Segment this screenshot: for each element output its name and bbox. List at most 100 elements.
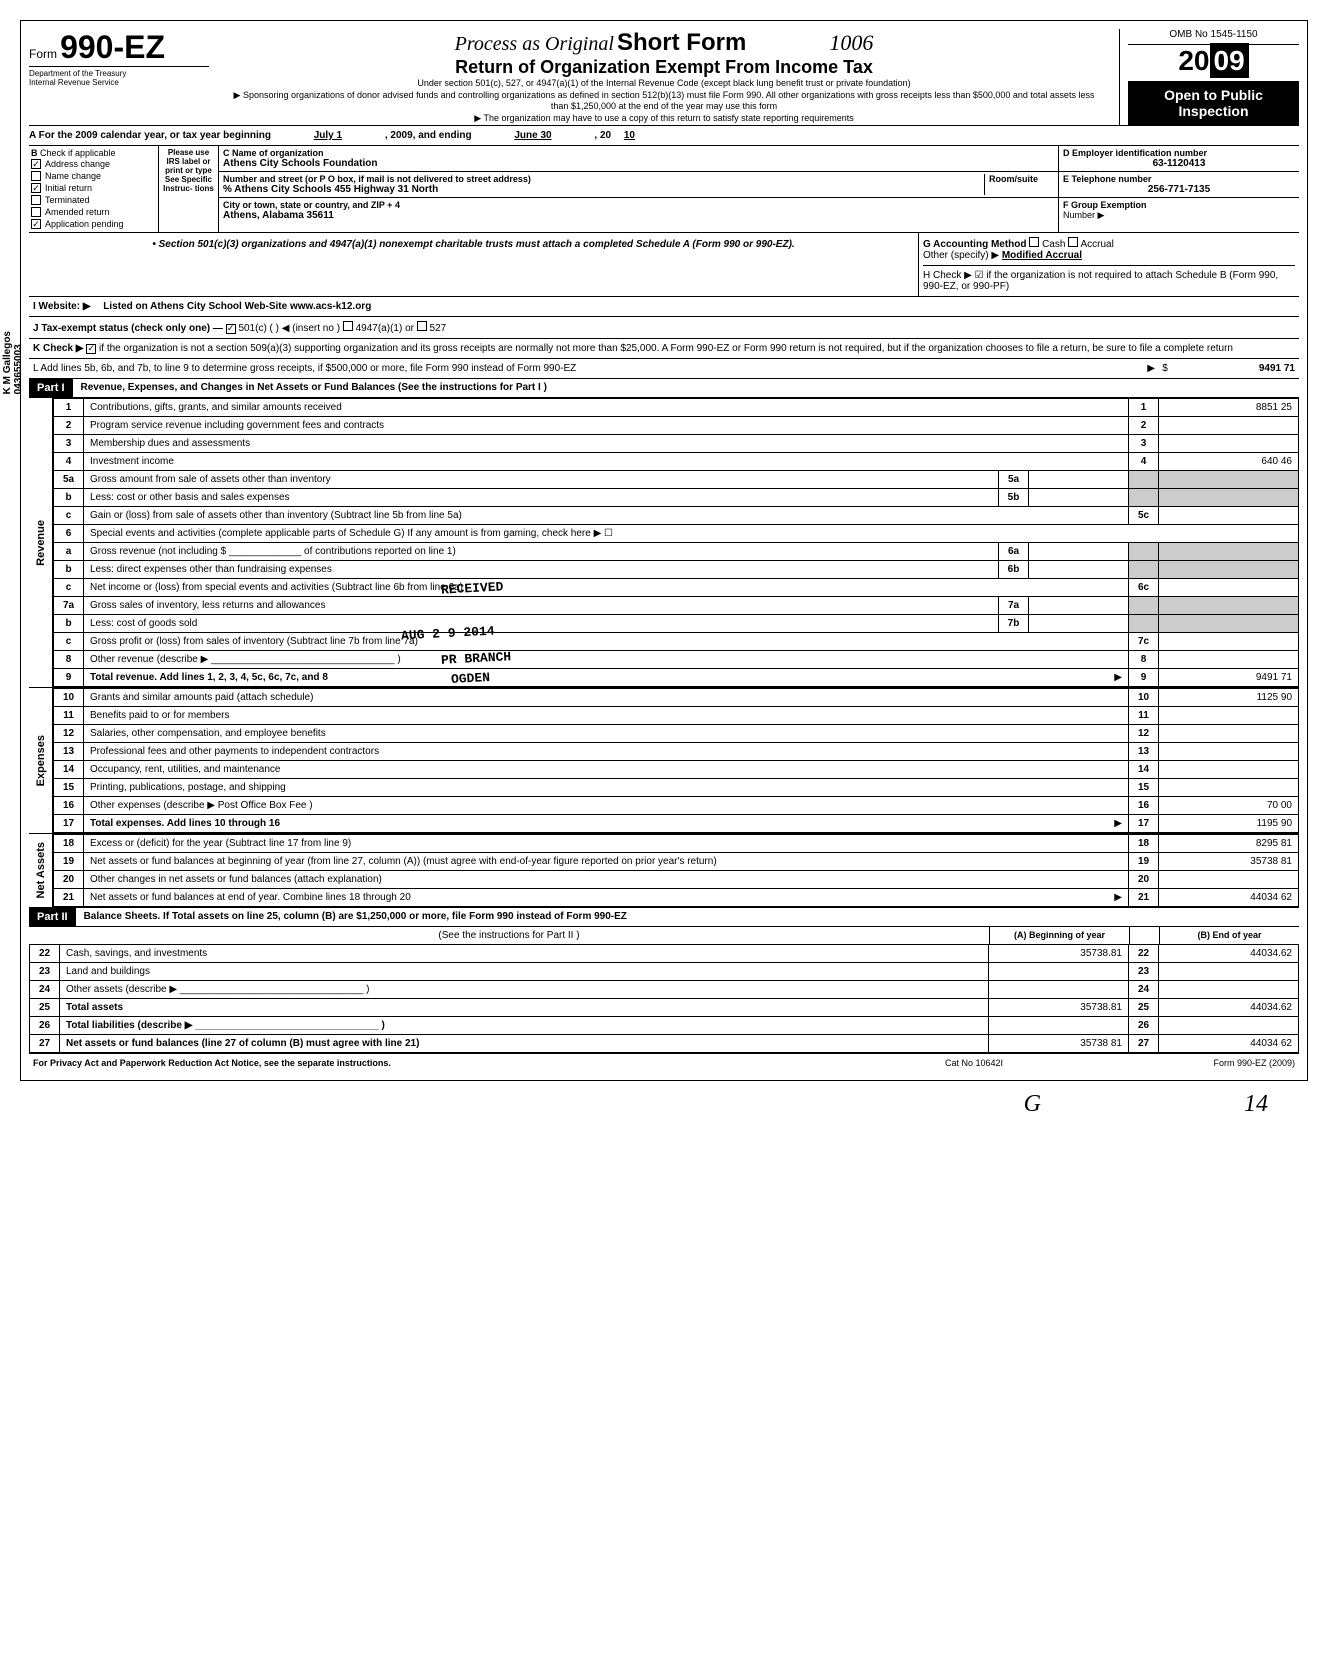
ein-label: D Employer identification number — [1063, 148, 1295, 158]
checkbox-row: ✓ Address change — [31, 158, 156, 170]
table-row: 10Grants and similar amounts paid (attac… — [54, 689, 1299, 707]
line-desc: Land and buildings — [60, 963, 989, 981]
checkbox-row: Amended return — [31, 206, 156, 218]
part2-badge: Part II — [29, 908, 76, 926]
shade-cell — [1159, 471, 1299, 489]
cash-checkbox[interactable] — [1029, 237, 1039, 247]
table-row: 4Investment income4640 46 — [54, 453, 1299, 471]
h-check: H Check ▶ ☑ if the organization is not r… — [923, 265, 1295, 292]
table-row: 1Contributions, gifts, grants, and simil… — [54, 399, 1299, 417]
col-b-value — [1159, 963, 1299, 981]
line-desc: Other revenue (describe ▶ ______________… — [84, 651, 1129, 669]
b-checkbox[interactable] — [31, 195, 41, 205]
line-desc: Total liabilities (describe ▶ __________… — [60, 1017, 989, 1035]
501c-checkbox[interactable]: ✓ — [226, 324, 236, 334]
line-value — [1159, 633, 1299, 651]
line-number: 4 — [54, 453, 84, 471]
line-value — [1159, 579, 1299, 597]
sub-number: 5b — [999, 489, 1029, 507]
b-checkbox-label: Initial return — [45, 183, 92, 193]
shade-cell — [1129, 597, 1159, 615]
sub-value — [1029, 561, 1129, 579]
line-value — [1159, 707, 1299, 725]
netassets-section: Net Assets 18Excess or (deficit) for the… — [29, 833, 1299, 907]
box-number: 20 — [1129, 871, 1159, 889]
527-checkbox[interactable] — [417, 321, 427, 331]
line-value: 640 46 — [1159, 453, 1299, 471]
org-street: % Athens City Schools 455 Highway 31 Nor… — [223, 184, 984, 195]
g-other: Other (specify) ▶ Modified Accrual — [923, 250, 1295, 261]
b-checkbox[interactable]: ✓ — [31, 183, 41, 193]
table-row: 12Salaries, other compensation, and empl… — [54, 725, 1299, 743]
b-checkbox[interactable] — [31, 207, 41, 217]
line-number: 1 — [54, 399, 84, 417]
box-number: 14 — [1129, 761, 1159, 779]
line-number: 23 — [30, 963, 60, 981]
expenses-section: Expenses 10Grants and similar amounts pa… — [29, 687, 1299, 833]
accrual-checkbox[interactable] — [1068, 237, 1078, 247]
k-check-row: K Check ▶ ✓ if the organization is not a… — [29, 338, 1299, 358]
4947-checkbox[interactable] — [343, 321, 353, 331]
g-accounting: G Accounting Method Cash Accrual — [923, 237, 1295, 250]
table-row: cGain or (loss) from sale of assets othe… — [54, 507, 1299, 525]
form-number: 990-EZ — [60, 29, 165, 65]
f-sub: Number ▶ — [1063, 210, 1295, 221]
box-number: 13 — [1129, 743, 1159, 761]
line-number: b — [54, 489, 84, 507]
open-public: Open to PublicInspection — [1128, 81, 1299, 125]
tax-status-row: J Tax-exempt status (check only one) — ✓… — [29, 316, 1299, 338]
table-row: cNet income or (loss) from special event… — [54, 579, 1299, 597]
table-row: 6Special events and activities (complete… — [54, 525, 1299, 543]
line-desc: Printing, publications, postage, and shi… — [84, 779, 1129, 797]
b-checkbox-label: Address change — [45, 159, 110, 169]
table-row: 22Cash, savings, and investments35738.81… — [30, 945, 1299, 963]
org-name: Athens City Schools Foundation — [223, 158, 1054, 169]
footer: For Privacy Act and Paperwork Reduction … — [29, 1053, 1299, 1072]
handwritten-footer: G 14 — [20, 1081, 1308, 1128]
sub-value — [1029, 543, 1129, 561]
col-a-value: 35738.81 — [989, 945, 1129, 963]
section-bcd: B Check if applicable ✓Address changeNam… — [29, 145, 1299, 232]
line-value — [1159, 507, 1299, 525]
line-value — [1159, 743, 1299, 761]
line-desc: Net assets or fund balances (line 27 of … — [60, 1035, 989, 1053]
box-number: 12 — [1129, 725, 1159, 743]
line-desc: Less: direct expenses other than fundrai… — [84, 561, 999, 579]
form-header: Form 990-EZ Department of the Treasury I… — [29, 29, 1299, 125]
box-number: 22 — [1129, 945, 1159, 963]
k-checkbox[interactable]: ✓ — [86, 344, 96, 354]
shade-cell — [1129, 615, 1159, 633]
sub-number: 6b — [999, 561, 1029, 579]
handwritten-process: Process as Original — [455, 33, 614, 55]
line-desc: Gross sales of inventory, less returns a… — [84, 597, 999, 615]
line-value — [1159, 725, 1299, 743]
b-checkbox-label: Terminated — [45, 195, 90, 205]
line-value: 1125 90 — [1159, 689, 1299, 707]
b-checkbox[interactable]: ✓ — [31, 219, 41, 229]
shade-cell — [1159, 597, 1299, 615]
box-number: 16 — [1129, 797, 1159, 815]
ein-value: 63-1120413 — [1063, 158, 1295, 169]
stamp-ogden: OGDEN — [451, 670, 491, 687]
checkbox-row: ✓ Initial return — [31, 182, 156, 194]
line-number: 20 — [54, 871, 84, 889]
part2-title: Balance Sheets. If Total assets on line … — [76, 908, 1299, 926]
phone-label: E Telephone number — [1063, 174, 1295, 184]
dept-treasury: Department of the Treasury — [29, 66, 209, 78]
b-checkbox[interactable] — [31, 171, 41, 181]
line-number: 19 — [54, 853, 84, 871]
line-number: c — [54, 579, 84, 597]
line-desc: Other expenses (describe ▶ Post Office B… — [84, 797, 1129, 815]
balance-header: (See the instructions for Part II ) (A) … — [29, 926, 1299, 944]
b-checkbox[interactable]: ✓ — [31, 159, 41, 169]
sub-value — [1029, 471, 1129, 489]
b-checkbox-label: Application pending — [45, 219, 124, 229]
line-number: 15 — [54, 779, 84, 797]
sub-value — [1029, 597, 1129, 615]
table-row: 14Occupancy, rent, utilities, and mainte… — [54, 761, 1299, 779]
subtitle3: ▶ The organization may have to use a cop… — [229, 113, 1099, 125]
line-desc: Other changes in net assets or fund bala… — [84, 871, 1129, 889]
box-number: 11 — [1129, 707, 1159, 725]
revenue-label: Revenue — [33, 516, 49, 570]
col-a-value — [989, 981, 1129, 999]
